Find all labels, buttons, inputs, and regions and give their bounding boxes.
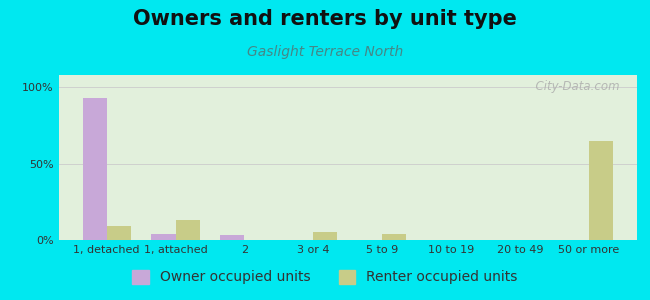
Bar [313,232,337,240]
Bar [107,226,131,240]
Text: Gaslight Terrace North: Gaslight Terrace North [247,45,403,59]
Bar [151,234,176,240]
Bar [83,98,107,240]
Bar [220,236,244,240]
Bar [589,141,613,240]
Bar [176,220,200,240]
Legend: Owner occupied units, Renter occupied units: Owner occupied units, Renter occupied un… [127,264,523,290]
Text: City-Data.com: City-Data.com [528,80,619,93]
Text: Owners and renters by unit type: Owners and renters by unit type [133,9,517,29]
Bar [382,234,406,240]
